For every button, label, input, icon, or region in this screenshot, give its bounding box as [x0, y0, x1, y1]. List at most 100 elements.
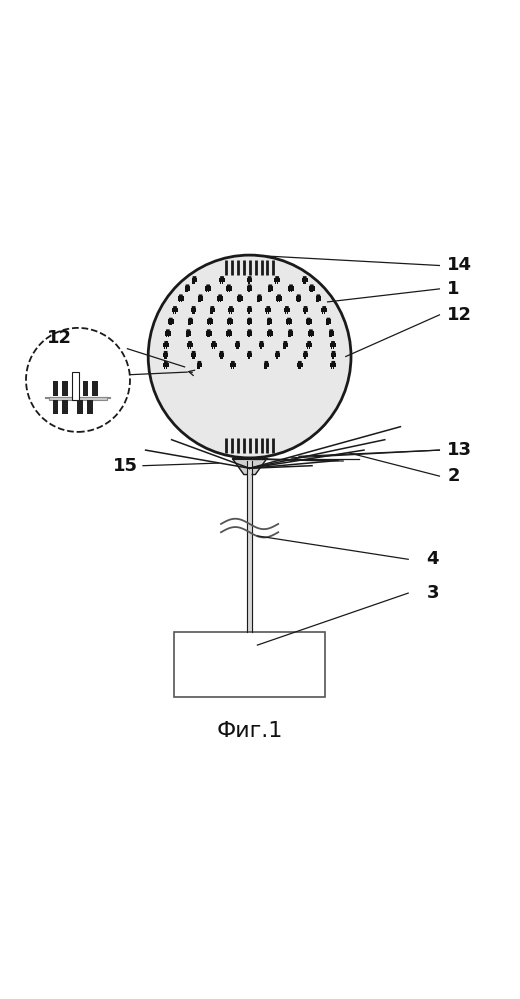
Bar: [296, 296, 302, 301]
Text: 3: 3: [426, 584, 439, 602]
Bar: [175, 313, 176, 314]
Bar: [220, 301, 221, 302]
Bar: [222, 283, 223, 284]
Bar: [208, 291, 209, 292]
Bar: [190, 324, 191, 326]
FancyBboxPatch shape: [331, 361, 335, 364]
Bar: [205, 286, 211, 291]
Bar: [275, 353, 280, 357]
FancyBboxPatch shape: [310, 285, 314, 287]
Bar: [322, 313, 323, 314]
FancyBboxPatch shape: [268, 330, 272, 332]
Bar: [72, 372, 79, 401]
Bar: [193, 357, 194, 359]
FancyBboxPatch shape: [289, 330, 292, 332]
FancyBboxPatch shape: [228, 318, 232, 321]
FancyBboxPatch shape: [248, 351, 252, 354]
Bar: [237, 296, 242, 301]
Bar: [238, 301, 239, 302]
Bar: [249, 313, 251, 314]
FancyBboxPatch shape: [298, 361, 302, 364]
Text: 12: 12: [47, 330, 72, 348]
Bar: [266, 313, 267, 314]
Bar: [288, 286, 294, 291]
Bar: [186, 331, 191, 336]
Bar: [217, 296, 223, 301]
Bar: [275, 278, 280, 283]
Bar: [248, 336, 249, 337]
Bar: [247, 353, 252, 357]
Bar: [311, 291, 313, 292]
Bar: [257, 301, 258, 302]
Bar: [173, 313, 174, 314]
Bar: [267, 324, 268, 326]
FancyBboxPatch shape: [307, 318, 310, 321]
Circle shape: [26, 328, 130, 432]
Bar: [166, 336, 167, 337]
FancyBboxPatch shape: [329, 330, 333, 332]
Bar: [286, 320, 292, 324]
Bar: [302, 278, 307, 283]
FancyBboxPatch shape: [317, 295, 320, 297]
Bar: [304, 313, 305, 314]
Bar: [164, 347, 165, 349]
FancyBboxPatch shape: [322, 306, 326, 309]
Bar: [310, 291, 311, 292]
FancyBboxPatch shape: [186, 285, 189, 287]
FancyBboxPatch shape: [164, 351, 167, 354]
Bar: [264, 363, 269, 367]
Bar: [304, 283, 306, 284]
FancyBboxPatch shape: [227, 330, 231, 332]
Bar: [308, 331, 314, 336]
Bar: [53, 401, 58, 414]
Bar: [306, 343, 312, 347]
FancyBboxPatch shape: [229, 306, 233, 309]
Bar: [298, 301, 300, 302]
Text: Фиг.1: Фиг.1: [216, 721, 283, 741]
Bar: [249, 336, 251, 337]
Bar: [309, 347, 310, 349]
Bar: [304, 357, 305, 359]
Bar: [259, 343, 264, 347]
Bar: [289, 336, 290, 337]
FancyBboxPatch shape: [238, 295, 242, 297]
Bar: [192, 283, 194, 284]
Bar: [169, 324, 170, 326]
Bar: [264, 367, 266, 369]
Bar: [178, 296, 184, 301]
Bar: [268, 336, 269, 337]
FancyBboxPatch shape: [248, 330, 252, 332]
Bar: [303, 353, 308, 357]
FancyBboxPatch shape: [206, 285, 210, 287]
Bar: [187, 291, 188, 292]
FancyBboxPatch shape: [331, 341, 335, 344]
Bar: [92, 382, 98, 396]
FancyBboxPatch shape: [186, 330, 190, 332]
Bar: [199, 367, 200, 369]
Bar: [331, 353, 336, 357]
Bar: [187, 343, 193, 347]
Bar: [310, 336, 312, 337]
Bar: [283, 347, 284, 349]
Bar: [247, 331, 252, 336]
FancyBboxPatch shape: [285, 306, 289, 309]
Bar: [309, 336, 310, 337]
Bar: [276, 296, 282, 301]
FancyBboxPatch shape: [211, 306, 214, 309]
Bar: [229, 324, 231, 326]
Text: 14: 14: [447, 257, 472, 275]
Bar: [188, 336, 189, 337]
Bar: [219, 278, 225, 283]
Bar: [327, 324, 328, 326]
Bar: [331, 347, 332, 349]
Bar: [179, 301, 180, 302]
Bar: [291, 291, 292, 292]
Bar: [261, 347, 263, 349]
Bar: [49, 397, 107, 401]
Bar: [53, 382, 58, 396]
Bar: [267, 331, 273, 336]
FancyBboxPatch shape: [303, 276, 307, 279]
FancyBboxPatch shape: [192, 276, 197, 279]
Bar: [284, 308, 290, 313]
Bar: [248, 324, 249, 326]
